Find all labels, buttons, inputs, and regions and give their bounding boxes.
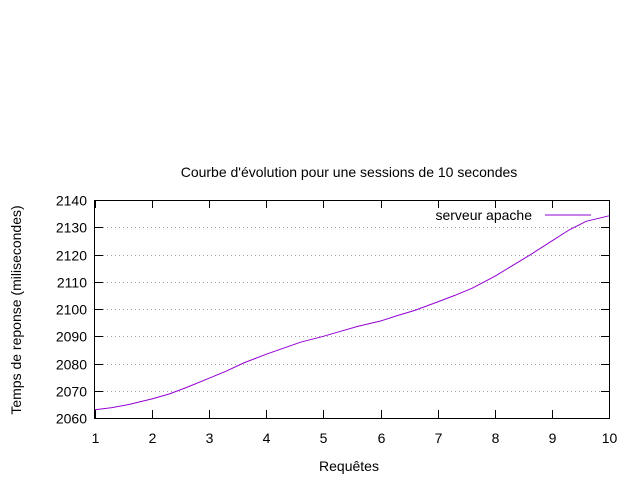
y-tick-label: 2080 xyxy=(56,357,87,373)
y-tick-labels: 2060 2070 2080 2090 2100 2110 2120 2130 2140 xyxy=(56,193,87,427)
plot-frame xyxy=(94,200,610,419)
x-tick-label: 10 xyxy=(602,430,618,446)
x-tick-label: 1 xyxy=(92,430,100,446)
series-line xyxy=(94,215,610,411)
chart-title: Courbe d'évolution pour une sessions de … xyxy=(181,164,518,180)
y-tick-label: 2090 xyxy=(56,329,87,345)
legend: serveur apache xyxy=(435,207,591,223)
y-tick-label: 2140 xyxy=(56,193,87,209)
x-tick-label: 6 xyxy=(378,430,386,446)
x-axis-label: Requêtes xyxy=(319,458,379,474)
grid-lines xyxy=(95,227,609,392)
y-tick-label: 2110 xyxy=(57,275,87,291)
x-tick-label: 8 xyxy=(492,430,500,446)
y-tick-label: 2120 xyxy=(56,248,87,264)
y-tick-label: 2060 xyxy=(56,411,87,427)
x-tick-label: 2 xyxy=(149,430,157,446)
series-group xyxy=(94,215,610,411)
legend-label: serveur apache xyxy=(435,207,532,223)
x-tick-label: 5 xyxy=(320,430,328,446)
x-tick-label: 7 xyxy=(435,430,443,446)
y-axis-label: Temps de reponse (milisecondes) xyxy=(8,205,24,414)
x-tick-label: 4 xyxy=(263,430,271,446)
y-tick-label: 2100 xyxy=(56,302,87,318)
x-tick-label: 9 xyxy=(549,430,557,446)
x-tick-labels: 1 2 3 4 5 6 7 8 9 10 xyxy=(92,430,618,446)
x-tick-label: 3 xyxy=(206,430,214,446)
y-tick-label: 2130 xyxy=(56,220,87,236)
y-tick-label: 2070 xyxy=(56,384,87,400)
axis-ticks xyxy=(95,200,610,419)
